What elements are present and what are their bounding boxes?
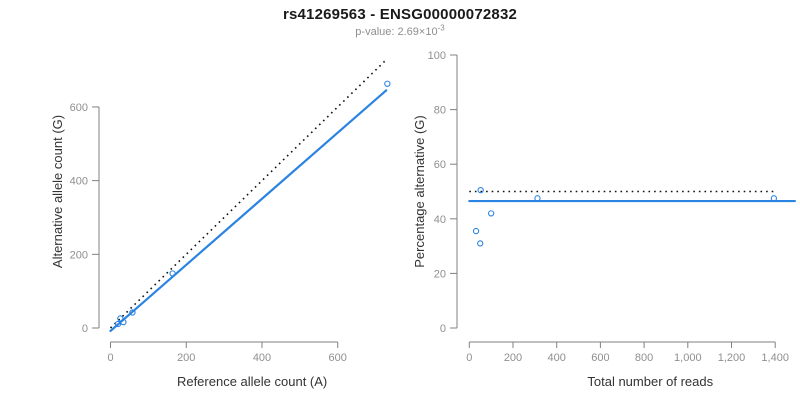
data-point (770, 195, 778, 202)
fit-line (109, 89, 388, 333)
x-tick-label: 400 (253, 352, 271, 364)
y-axis-title: Alternative allele count (G) (50, 115, 65, 268)
pvalue-subtitle: p-value: 2.69×10-3 (0, 23, 800, 38)
y-axis-title: Percentage alternative (G) (412, 115, 427, 267)
y-tick-label: 400 (70, 176, 88, 188)
data-point (117, 315, 124, 322)
identity-line (109, 60, 386, 329)
page-title: rs41269563 - ENSG00000072832 (282, 6, 518, 23)
y-tick-label: 20 (434, 268, 446, 280)
x-axis-title: Total number of reads (587, 374, 713, 389)
data-point (477, 186, 484, 194)
x-tick-label: 1,200 (718, 352, 746, 364)
y-tick-label: 600 (70, 102, 88, 114)
data-point (534, 195, 541, 202)
data-point (487, 210, 495, 217)
y-tick-label: 100 (428, 50, 446, 62)
data-point (129, 309, 136, 316)
data-point (477, 240, 484, 247)
y-tick-label: 200 (70, 249, 88, 261)
x-tick-label: 400 (548, 352, 566, 364)
y-tick-label: 60 (434, 159, 446, 171)
x-tick-label: 1,000 (674, 352, 702, 364)
pvalue-exponent: -3 (437, 23, 445, 33)
data-point (384, 80, 391, 87)
y-tick-label: 40 (434, 214, 446, 226)
x-tick-label: 200 (504, 352, 522, 364)
pvalue-text: p-value: 2.69×10 (355, 26, 438, 38)
y-tick-label: 0 (440, 323, 446, 335)
x-tick-label: 200 (177, 352, 195, 364)
x-tick-label: 600 (591, 352, 609, 364)
y-tick-label: 0 (82, 323, 88, 335)
data-point (472, 227, 480, 235)
x-tick-label: 800 (635, 352, 653, 364)
x-tick-label: 600 (329, 352, 347, 364)
x-tick-label: 0 (107, 352, 113, 364)
y-tick-label: 80 (434, 105, 446, 117)
data-point (169, 270, 176, 277)
x-axis-title: Reference allele count (A) (177, 374, 327, 389)
x-tick-label: 0 (466, 352, 472, 364)
data-point (120, 318, 127, 326)
data-point (114, 320, 122, 328)
x-tick-label: 1,400 (761, 352, 789, 364)
